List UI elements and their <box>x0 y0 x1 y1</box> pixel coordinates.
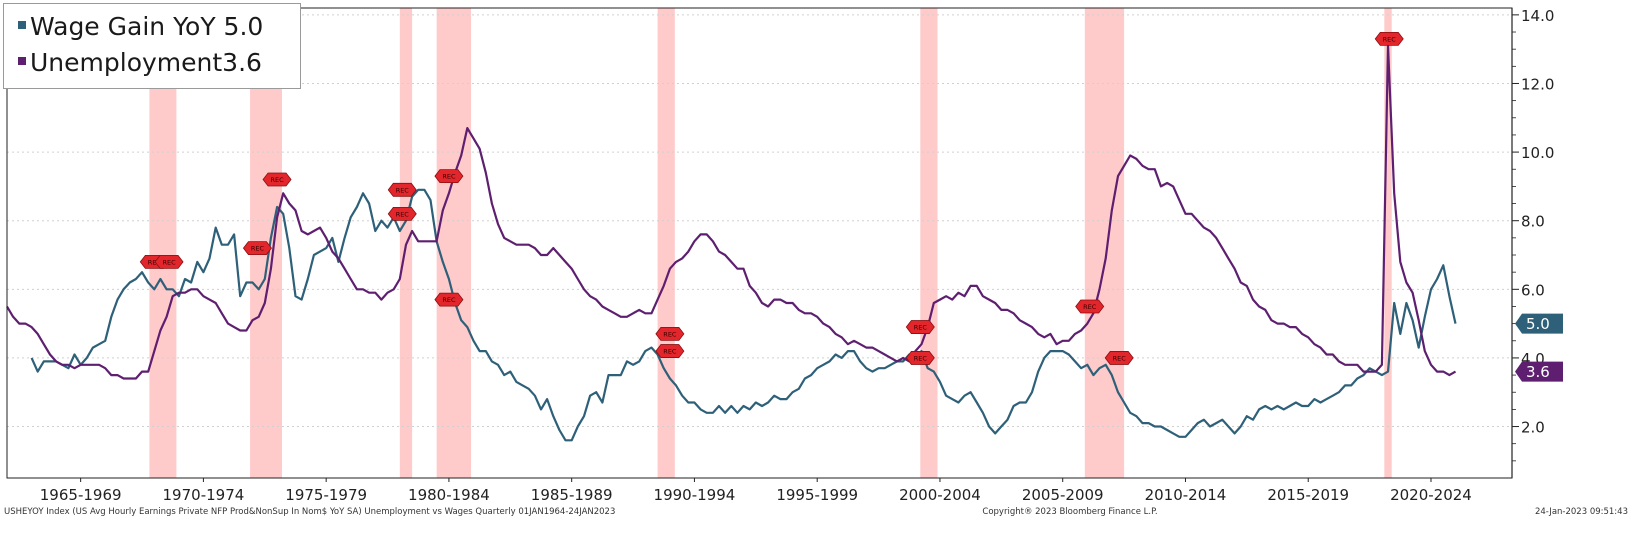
recession-band <box>436 8 472 478</box>
x-tick-label: 2010-2014 <box>1145 486 1227 504</box>
wage-gain-last-value-tag: 5.0 <box>1515 313 1563 334</box>
y-tick-label: 12.0 <box>1521 75 1554 93</box>
rec-marker: REC <box>154 254 184 269</box>
rec-marker: REC <box>1075 299 1105 314</box>
rec-marker-label: REC <box>148 258 162 266</box>
y-tick-label: 6.0 <box>1521 281 1545 299</box>
wage-gain-series-line <box>30 188 1457 442</box>
last-value-tag-label: 5.0 <box>1526 315 1550 333</box>
rec-marker-label: REC <box>914 354 928 362</box>
rec-marker-label: REC <box>663 330 677 338</box>
rec-marker: REC <box>262 172 292 187</box>
y-tick-label: 14.0 <box>1521 7 1554 25</box>
unemployment-last-value-tag: 3.6 <box>1515 361 1563 382</box>
x-tick-label: 1980-1984 <box>408 486 490 504</box>
legend-value-wage-gain: 5.0 <box>223 12 264 41</box>
rec-marker-label: REC <box>270 176 284 184</box>
rec-marker-shape <box>1104 351 1134 365</box>
y-tick-label: 2.0 <box>1521 419 1545 437</box>
last-value-tag-shape <box>1515 313 1563 334</box>
legend-swatch-wage-gain <box>18 21 26 29</box>
recession-band <box>1384 8 1392 478</box>
rec-marker: REC <box>434 169 464 184</box>
rec-marker-shape <box>905 320 935 334</box>
x-tick-label: 2000-2004 <box>899 486 981 504</box>
rec-marker: REC <box>1374 31 1404 46</box>
rec-marker: REC <box>387 206 417 221</box>
rec-marker-shape <box>387 206 417 221</box>
unemployment-series-line <box>6 44 1457 380</box>
legend-label-wage-gain: Wage Gain YoY <box>30 12 216 41</box>
rec-marker-label: REC <box>914 324 928 332</box>
rec-marker-label: REC <box>251 245 265 253</box>
last-value-tag-label: 3.6 <box>1526 363 1550 381</box>
legend-item-wage-gain: Wage Gain YoY 5.0 <box>18 12 263 42</box>
rec-marker-shape <box>154 254 184 269</box>
rec-marker-shape <box>1075 299 1105 314</box>
rec-marker: REC <box>655 344 685 358</box>
recession-band <box>1084 8 1125 478</box>
rec-marker-shape <box>262 172 292 187</box>
rec-marker-shape <box>655 327 685 341</box>
rec-marker: REC <box>242 241 272 256</box>
recession-band <box>920 8 938 478</box>
rec-marker-label: REC <box>663 348 677 356</box>
rec-marker-label: REC <box>1113 354 1127 362</box>
rec-marker: REC <box>655 327 685 341</box>
rec-marker-shape <box>387 182 417 197</box>
footer-timestamp: 24-Jan-2023 09:51:43 <box>1535 507 1628 517</box>
legend: Wage Gain YoY 5.0 Unemployment3.6 <box>3 3 301 89</box>
x-tick-label: 1990-1994 <box>654 486 736 504</box>
rec-marker-label: REC <box>396 186 410 194</box>
legend-swatch-unemployment <box>18 57 26 65</box>
y-tick-label: 8.0 <box>1521 213 1545 231</box>
rec-marker: REC <box>434 292 464 307</box>
rec-marker-shape <box>242 241 272 256</box>
footer-copyright: Copyright® 2023 Bloomberg Finance L.P. <box>982 507 1157 517</box>
x-tick-label: 2015-2019 <box>1267 486 1349 504</box>
rec-marker: REC <box>387 182 417 197</box>
rec-marker: REC <box>905 351 935 365</box>
rec-marker: REC <box>905 320 935 334</box>
legend-value-unemployment: 3.6 <box>222 48 262 77</box>
x-tick-label: 1970-1974 <box>163 486 245 504</box>
legend-label-unemployment: Unemployment <box>30 48 223 77</box>
x-tick-label: 2020-2024 <box>1390 486 1472 504</box>
rec-marker-label: REC <box>1083 303 1097 311</box>
rec-marker-shape <box>434 169 464 184</box>
rec-marker-label: REC <box>162 258 176 266</box>
rec-marker-shape <box>434 292 464 307</box>
rec-marker-shape <box>655 344 685 358</box>
x-tick-label: 1965-1969 <box>40 486 122 504</box>
x-tick-label: 2005-2009 <box>1022 486 1104 504</box>
rec-marker-shape <box>1374 31 1404 46</box>
rec-marker-label: REC <box>442 296 456 304</box>
x-tick-label: 1985-1989 <box>531 486 613 504</box>
rec-marker: REC <box>1104 351 1134 365</box>
footer-source: USHEYOY Index (US Avg Hourly Earnings Pr… <box>4 507 615 517</box>
rec-marker-label: REC <box>396 210 410 218</box>
legend-item-unemployment: Unemployment3.6 <box>18 48 262 78</box>
y-tick-label: 10.0 <box>1521 144 1554 162</box>
last-value-tag-shape <box>1515 361 1563 382</box>
recession-band <box>657 8 675 478</box>
x-tick-label: 1975-1979 <box>285 486 367 504</box>
rec-marker-label: REC <box>1383 35 1397 43</box>
x-tick-label: 1995-1999 <box>776 486 858 504</box>
rec-marker-shape <box>905 351 935 365</box>
rec-marker-label: REC <box>442 173 456 181</box>
